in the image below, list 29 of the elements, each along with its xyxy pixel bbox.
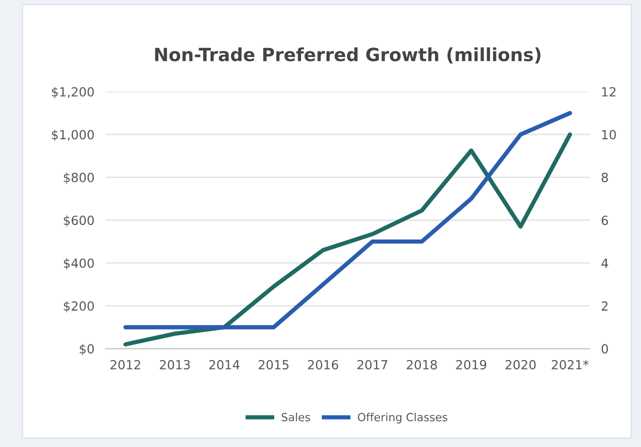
y2-tick-label: 8	[602, 172, 608, 182]
y2-tick-label: 2	[602, 301, 608, 311]
y2-tick-label: 0	[602, 344, 608, 354]
x-tick-label: 2019	[456, 360, 486, 370]
y2-tick-label: 10	[602, 130, 616, 140]
x-tick-label: 2014	[209, 360, 240, 370]
x-tick-label: 2018	[406, 360, 437, 370]
x-tick-label: 2017	[357, 360, 388, 370]
x-tick-label: 2013	[160, 360, 190, 370]
y-tick-label: $1,200	[52, 86, 94, 98]
chart-title: Non-Trade Preferred Growth (millions)	[155, 47, 540, 64]
line-series	[123, 110, 572, 330]
y-tick-label: $800	[64, 172, 94, 184]
x-tick-label: 2012	[110, 360, 140, 370]
x-tick-label: 2016	[308, 360, 338, 370]
x-tick-label: 2020	[506, 360, 536, 370]
y-tick-label: $0	[80, 344, 94, 356]
y2-tick-label: 12	[602, 87, 616, 96]
legend-label: Sales	[282, 412, 310, 422]
y-tick-label: $600	[64, 215, 94, 227]
y-tick-label: $400	[64, 258, 94, 270]
y2-tick-label: 6	[602, 216, 608, 226]
line-series	[123, 132, 572, 346]
y2-tick-label: 4	[601, 258, 608, 268]
legend-label: Offering Classes	[358, 412, 448, 424]
x-tick-label: 2021*	[552, 360, 589, 370]
x-tick-label: 2015	[258, 360, 288, 370]
y-tick-label: $200	[64, 301, 94, 312]
y-tick-label: $1,000	[52, 130, 94, 142]
